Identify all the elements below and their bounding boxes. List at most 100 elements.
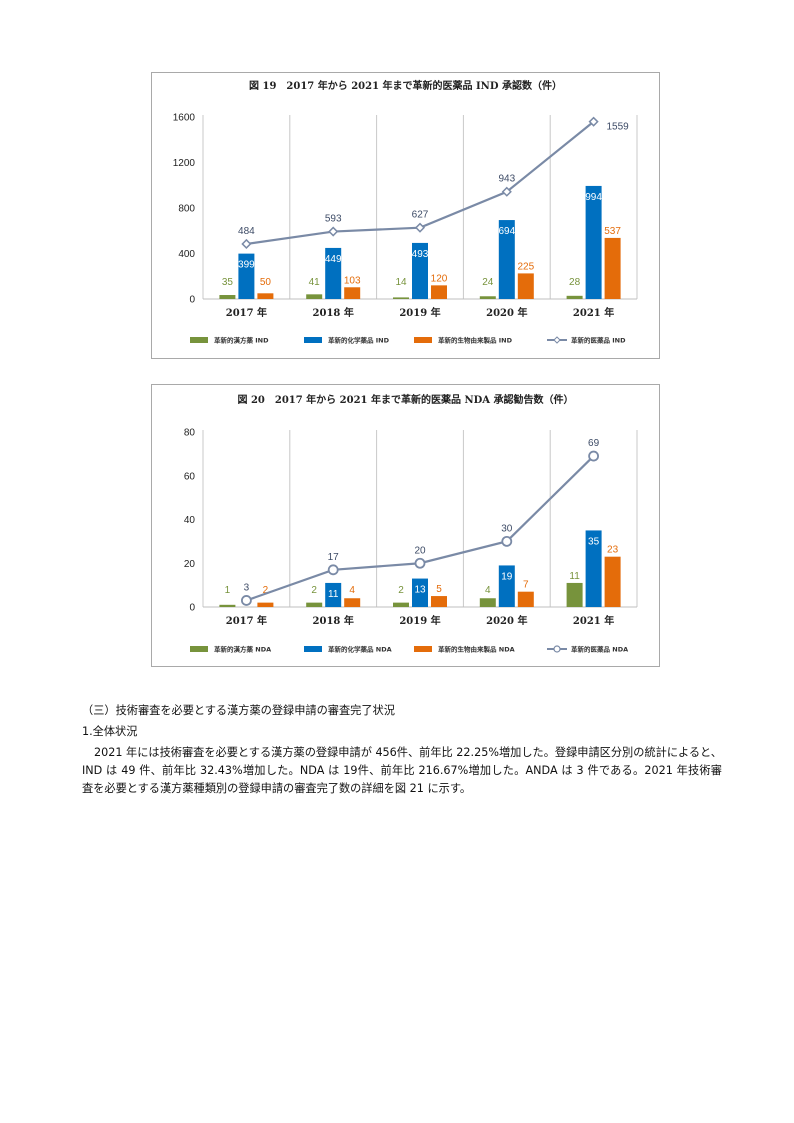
y-tick-label: 0: [189, 295, 195, 306]
line-data-label: 593: [325, 214, 342, 225]
ind-approval-chart: 図 19 2017 年から 2021 年まで革新的医薬品 IND 承認数（件） 0…: [173, 79, 638, 345]
bar: [257, 602, 274, 607]
data-label: 694: [498, 226, 515, 237]
line-data-label: 484: [238, 226, 255, 237]
chart-title: 図 20 2017 年から 2021 年まで革新的医薬品 NDA 承認勧告数（件…: [237, 393, 573, 406]
line-data-label: 3: [244, 582, 250, 593]
bar: [306, 294, 323, 299]
legend-label: 革新的医薬品 NDA: [571, 645, 628, 654]
legend-swatch: [304, 646, 322, 652]
bar: [566, 582, 583, 607]
bar: [393, 602, 409, 607]
x-category-label: 2020 年: [486, 614, 527, 627]
line-marker: [414, 222, 426, 233]
line-marker: [328, 226, 339, 237]
chart-title: 図 19 2017 年から 2021 年まで革新的医薬品 IND 承認数（件）: [249, 79, 562, 92]
bar: [257, 293, 274, 299]
legend-swatch: [414, 646, 432, 652]
data-label: 4: [349, 585, 355, 596]
x-category-label: 2021 年: [573, 614, 614, 627]
line-data-label: 69: [588, 438, 600, 449]
data-label: 5: [436, 584, 442, 595]
bar: [566, 295, 583, 299]
bar: [585, 530, 602, 607]
x-category-label: 2018 年: [313, 614, 354, 627]
bar: [238, 253, 255, 299]
data-label: 13: [414, 585, 426, 596]
data-label: 35: [588, 536, 600, 547]
line-marker: [501, 535, 513, 547]
data-label: 35: [222, 277, 234, 288]
y-tick-label: 0: [189, 603, 195, 614]
legend-swatch: [304, 337, 322, 343]
x-category-label: 2021 年: [573, 306, 614, 319]
legend-label: 革新的化学薬品 NDA: [328, 645, 392, 654]
section-heading: （三）技術審査を必要とする漢方薬の登録申請の審査完了状況: [82, 704, 395, 717]
bar: [306, 602, 323, 607]
line-data-label: 17: [328, 552, 340, 563]
legend-label: 革新的生物由来製品 IND: [438, 336, 513, 345]
data-label: 7: [523, 580, 529, 591]
bar: [325, 582, 342, 607]
data-label: 23: [607, 545, 619, 556]
bar: [344, 287, 361, 299]
data-label: 2: [311, 585, 317, 596]
line-marker: [241, 595, 252, 606]
chart-figure-20: 図 20 2017 年から 2021 年まで革新的医薬品 NDA 承認勧告数（件…: [151, 384, 660, 667]
paragraph-text: 2021 年には技術審査を必要とする漢方薬の登録申請が 456件、前年比 22.…: [82, 746, 722, 795]
y-tick-label: 1600: [173, 113, 196, 124]
x-category-label: 2017 年: [226, 614, 267, 627]
bar: [585, 185, 602, 299]
line-data-label: 30: [501, 523, 513, 534]
bar: [219, 295, 236, 299]
data-label: 2: [263, 585, 269, 596]
legend-marker: [553, 336, 561, 344]
line-data-label: 943: [498, 174, 515, 185]
line-data-label: 627: [412, 210, 429, 221]
legend-swatch: [414, 337, 432, 343]
data-label: 225: [517, 261, 534, 272]
line-marker: [588, 116, 599, 127]
data-label: 19: [501, 571, 513, 582]
data-label: 41: [309, 277, 321, 288]
legend-label: 革新的漢方薬 IND: [214, 336, 269, 345]
line-marker: [414, 557, 426, 569]
bar: [517, 273, 534, 299]
x-category-label: 2018 年: [313, 306, 354, 319]
nda-approval-chart: 図 20 2017 年から 2021 年まで革新的医薬品 NDA 承認勧告数（件…: [184, 393, 638, 654]
bar: [431, 596, 447, 607]
y-tick-label: 800: [178, 204, 195, 215]
x-category-label: 2017 年: [226, 306, 267, 319]
data-label: 103: [344, 275, 361, 286]
legend-marker: [553, 645, 561, 653]
y-tick-label: 20: [184, 559, 196, 570]
x-category-label: 2020 年: [486, 306, 527, 319]
data-label: 2: [398, 585, 404, 596]
bar: [412, 578, 428, 607]
bar: [479, 296, 496, 299]
data-label: 399: [238, 260, 255, 271]
legend-label: 革新的化学薬品 IND: [328, 336, 390, 345]
data-label: 28: [569, 277, 581, 288]
y-tick-label: 1200: [173, 158, 196, 169]
line-data-label: 20: [414, 545, 426, 556]
legend-swatch: [190, 646, 208, 652]
y-tick-label: 80: [184, 428, 196, 439]
bar: [431, 285, 447, 299]
legend-swatch: [190, 337, 208, 343]
line-marker: [588, 450, 600, 462]
bar: [498, 220, 515, 299]
line-marker: [501, 186, 512, 197]
data-label: 11: [328, 589, 339, 600]
x-category-label: 2019 年: [399, 614, 440, 627]
y-tick-label: 60: [184, 471, 196, 482]
data-label: 14: [395, 277, 407, 288]
data-label: 537: [604, 226, 621, 237]
bar: [325, 247, 342, 299]
bar: [604, 556, 621, 607]
bar: [412, 242, 428, 299]
data-label: 24: [482, 277, 494, 288]
y-tick-label: 40: [184, 515, 196, 526]
bar: [219, 604, 236, 607]
data-label: 11: [569, 571, 580, 582]
